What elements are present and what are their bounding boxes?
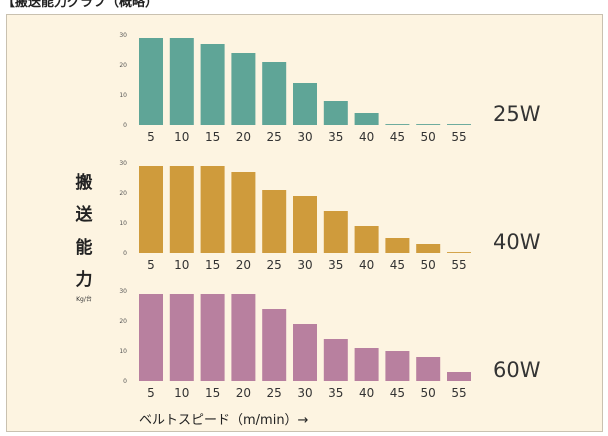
bar-60W-30 bbox=[293, 324, 317, 381]
y-tick-label-2-30: 30 bbox=[119, 288, 127, 295]
x-tick-label-0-15: 15 bbox=[205, 130, 220, 144]
y-tick-label-2-0: 0 bbox=[123, 378, 127, 385]
bar-25W-35 bbox=[323, 101, 348, 125]
bar-60W-25 bbox=[262, 309, 287, 381]
bar-25W-50 bbox=[416, 124, 441, 125]
x-tick-label-0-55: 55 bbox=[451, 130, 466, 144]
x-tick-label-1-45: 45 bbox=[390, 258, 405, 272]
x-axis-label: ベルトスピード（m/min）→ bbox=[139, 413, 309, 428]
y-tick-label-1-20: 20 bbox=[119, 190, 127, 197]
y-tick-label-1-10: 10 bbox=[119, 220, 127, 227]
x-tick-label-1-50: 50 bbox=[421, 258, 436, 272]
x-tick-label-2-15: 15 bbox=[205, 386, 220, 400]
y-tick-label-0-0: 0 bbox=[123, 122, 127, 129]
bar-25W-55 bbox=[447, 124, 471, 125]
bar-40W-20 bbox=[231, 172, 256, 253]
y-tick-label-1-30: 30 bbox=[119, 160, 127, 167]
bar-25W-30 bbox=[293, 83, 317, 125]
bar-60W-35 bbox=[323, 339, 348, 381]
bar-40W-55 bbox=[447, 252, 471, 253]
x-tick-label-2-45: 45 bbox=[390, 386, 405, 400]
x-tick-label-2-25: 25 bbox=[267, 386, 282, 400]
bar-40W-30 bbox=[293, 196, 317, 253]
x-tick-label-1-10: 10 bbox=[174, 258, 189, 272]
x-tick-label-1-30: 30 bbox=[297, 258, 312, 272]
x-tick-label-1-20: 20 bbox=[236, 258, 251, 272]
x-tick-label-0-20: 20 bbox=[236, 130, 251, 144]
bar-60W-55 bbox=[447, 372, 471, 381]
header-text: 【搬送能力グラフ（概略） bbox=[2, 0, 159, 10]
bar-60W-10 bbox=[169, 294, 194, 381]
bar-60W-50 bbox=[416, 357, 441, 381]
bar-60W-15 bbox=[200, 294, 225, 381]
x-tick-label-0-30: 30 bbox=[297, 130, 312, 144]
x-tick-label-2-10: 10 bbox=[174, 386, 189, 400]
x-tick-label-1-15: 15 bbox=[205, 258, 220, 272]
x-tick-label-2-55: 55 bbox=[451, 386, 466, 400]
series-label-40W: 40W bbox=[493, 230, 541, 254]
series-label-25W: 25W bbox=[493, 102, 541, 126]
bar-60W-40 bbox=[354, 348, 379, 381]
x-tick-label-0-40: 40 bbox=[359, 130, 374, 144]
x-tick-label-2-50: 50 bbox=[421, 386, 436, 400]
x-tick-label-0-50: 50 bbox=[421, 130, 436, 144]
y-axis-label-char-1: 搬 bbox=[76, 172, 93, 193]
bar-40W-10 bbox=[169, 166, 194, 253]
x-tick-label-2-20: 20 bbox=[236, 386, 251, 400]
x-tick-label-1-35: 35 bbox=[328, 258, 343, 272]
bar-25W-10 bbox=[169, 38, 194, 125]
bar-40W-25 bbox=[262, 190, 287, 253]
bar-40W-50 bbox=[416, 244, 441, 253]
x-tick-label-2-30: 30 bbox=[297, 386, 312, 400]
x-tick-label-0-5: 5 bbox=[147, 130, 155, 144]
bar-40W-45 bbox=[385, 238, 410, 253]
y-tick-label-0-30: 30 bbox=[119, 32, 127, 39]
bar-25W-15 bbox=[200, 44, 225, 125]
header-strip: 【搬送能力グラフ（概略） bbox=[0, 0, 608, 12]
x-tick-label-0-35: 35 bbox=[328, 130, 343, 144]
x-tick-label-2-40: 40 bbox=[359, 386, 374, 400]
x-tick-label-2-35: 35 bbox=[328, 386, 343, 400]
bar-40W-35 bbox=[323, 211, 348, 253]
x-tick-label-1-25: 25 bbox=[267, 258, 282, 272]
bar-25W-45 bbox=[385, 124, 410, 125]
bar-40W-40 bbox=[354, 226, 379, 253]
y-axis-unit: Kg/台 bbox=[76, 295, 92, 303]
x-tick-label-2-5: 5 bbox=[147, 386, 155, 400]
y-tick-label-1-0: 0 bbox=[123, 250, 127, 257]
x-tick-label-1-40: 40 bbox=[359, 258, 374, 272]
y-axis-label-char-4: 力 bbox=[76, 269, 93, 290]
y-tick-label-2-10: 10 bbox=[119, 348, 127, 355]
bar-25W-5 bbox=[139, 38, 163, 125]
y-axis-label-char-3: 能 bbox=[76, 237, 93, 258]
y-tick-label-0-20: 20 bbox=[119, 62, 127, 69]
bar-60W-5 bbox=[139, 294, 163, 381]
y-tick-label-2-20: 20 bbox=[119, 318, 127, 325]
y-axis-label-char-2: 送 bbox=[76, 204, 94, 225]
bar-25W-20 bbox=[231, 53, 256, 125]
bar-60W-20 bbox=[231, 294, 256, 381]
bar-40W-5 bbox=[139, 166, 163, 253]
y-tick-label-0-10: 10 bbox=[119, 92, 127, 99]
bar-60W-45 bbox=[385, 351, 410, 381]
x-tick-label-0-45: 45 bbox=[390, 130, 405, 144]
bar-25W-25 bbox=[262, 62, 287, 125]
series-label-60W: 60W bbox=[493, 358, 541, 382]
x-tick-label-1-55: 55 bbox=[451, 258, 466, 272]
x-tick-label-0-25: 25 bbox=[267, 130, 282, 144]
x-tick-label-1-5: 5 bbox=[147, 258, 155, 272]
x-tick-label-0-10: 10 bbox=[174, 130, 189, 144]
bar-40W-15 bbox=[200, 166, 225, 253]
bar-25W-40 bbox=[354, 113, 379, 125]
